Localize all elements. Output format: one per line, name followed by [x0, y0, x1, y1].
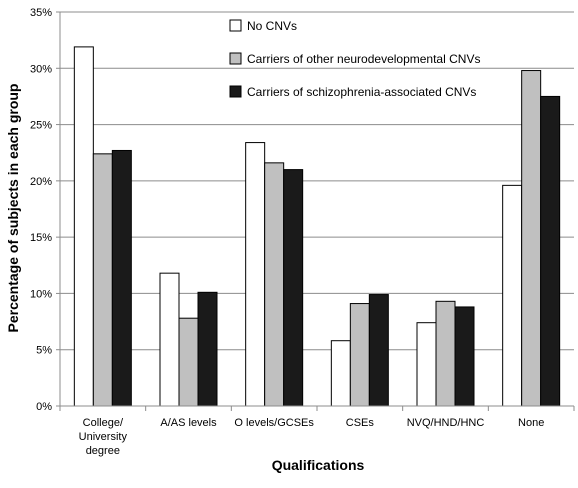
y-tick-label: 35%: [30, 7, 52, 19]
bar: [521, 70, 542, 407]
bar: [349, 303, 370, 407]
axes: [56, 11, 575, 411]
gridlines: [60, 11, 574, 351]
bar: [435, 300, 456, 407]
bars: [73, 46, 561, 407]
bar: [330, 340, 351, 407]
bar: [111, 149, 132, 407]
legend-label: Carriers of other neurodevelopmental CNV…: [247, 52, 480, 66]
bar: [283, 169, 304, 407]
y-tick-label: 15%: [30, 232, 52, 244]
y-tick-label: 20%: [30, 176, 52, 188]
bar: [245, 142, 266, 407]
legend-label: No CNVs: [247, 19, 297, 33]
y-tick-label: 25%: [30, 120, 52, 132]
legend: No CNVs Carriers of other neurodevelopmen…: [229, 19, 480, 99]
bar: [454, 306, 475, 407]
x-tick-label: degree: [86, 445, 120, 457]
y-tick-label: 5%: [36, 345, 52, 357]
x-tick-label: None: [518, 417, 544, 429]
x-tick-label: NVQ/HND/HNC: [407, 417, 485, 429]
bar: [73, 46, 94, 407]
x-tick-label: O levels/GCSEs: [234, 417, 314, 429]
bar: [540, 95, 561, 407]
bar: [159, 272, 180, 407]
y-axis-label: Percentage of subjects in each group: [5, 84, 21, 333]
x-tick-label: CSEs: [346, 417, 375, 429]
legend-swatch: [229, 52, 242, 65]
bar: [264, 162, 285, 407]
legend-swatch: [229, 19, 242, 32]
bar: [502, 184, 523, 407]
bar: [197, 291, 218, 407]
y-tick-label: 10%: [30, 288, 52, 300]
y-tick-label: 30%: [30, 63, 52, 75]
y-tick-label: 0%: [36, 401, 52, 413]
y-tick-labels: 0% 5% 10% 15% 20% 25% 30% 35%: [30, 7, 52, 413]
x-tick-label: A/AS levels: [160, 417, 217, 429]
legend-swatch: [229, 85, 242, 98]
bar: [178, 317, 199, 407]
x-tick-label: College/: [83, 417, 124, 429]
bar: [416, 322, 437, 407]
bar: [368, 294, 389, 407]
x-tick-labels: College/University degree A/AS levels O lev…: [79, 417, 545, 457]
bar: [92, 153, 113, 407]
legend-label: Carriers of schizophrenia-associated CNV…: [247, 85, 476, 99]
x-axis-label: Qualifications: [272, 457, 365, 473]
x-tick-label: University: [79, 431, 128, 443]
